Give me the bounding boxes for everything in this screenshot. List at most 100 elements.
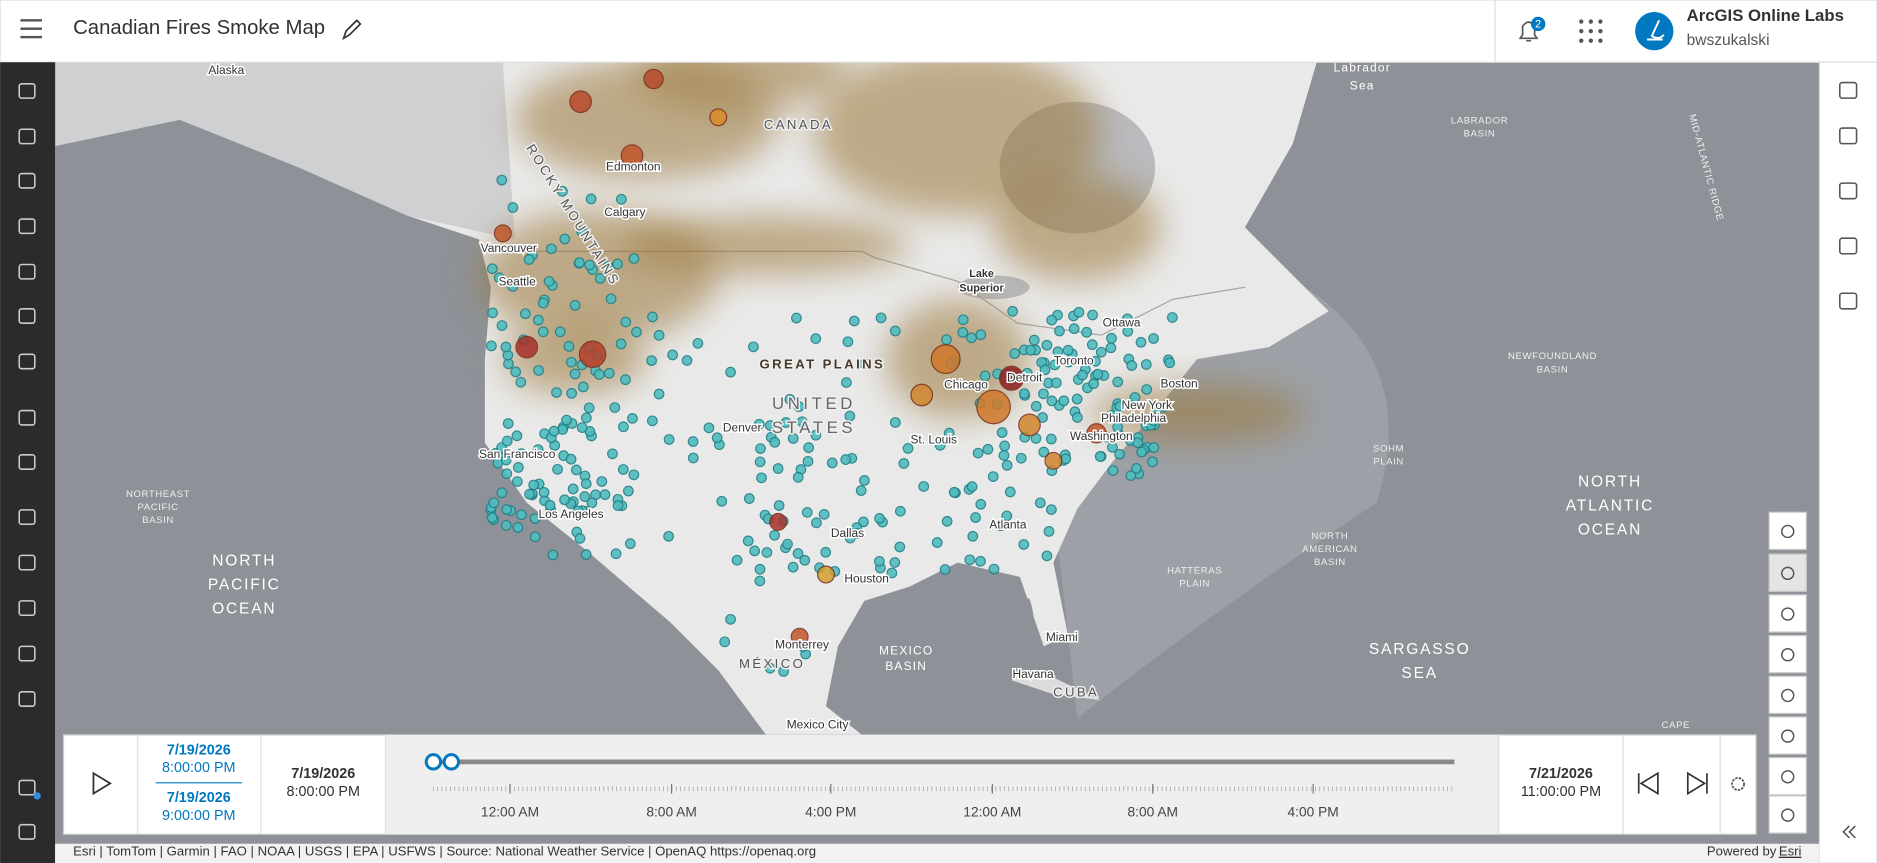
sensor-dot[interactable] [859,358,870,370]
fire-dot[interactable] [578,340,607,369]
sensor-dot[interactable] [1045,433,1057,445]
sensor-dot[interactable] [939,564,951,575]
sensor-dot[interactable] [769,436,781,448]
sensor-dot[interactable] [667,349,679,361]
sensor-dot[interactable] [609,402,621,413]
sensor-dot[interactable] [803,442,815,454]
sensor-dot[interactable] [612,500,624,511]
sensor-dot[interactable] [979,370,991,382]
sensor-dot[interactable] [793,401,805,413]
sensor-dot[interactable] [569,368,581,380]
sensor-dot[interactable] [1071,393,1083,405]
sensor-dot[interactable] [537,297,549,309]
sensor-dot[interactable] [1001,510,1013,522]
fire-dot[interactable] [790,627,809,646]
sensor-dot[interactable] [566,387,578,399]
settings-icon[interactable] [1839,292,1858,310]
sensor-dot[interactable] [1092,368,1104,380]
sensor-dot[interactable] [538,486,550,498]
sensor-dot[interactable] [551,387,562,398]
sensor-dot[interactable] [544,499,556,511]
sensor-dot[interactable] [1043,526,1055,537]
sensor-dot[interactable] [889,557,901,568]
sensor-dot[interactable] [559,233,571,245]
sensor-dot[interactable] [500,341,512,353]
sensor-dot[interactable] [886,567,898,579]
sensor-dot[interactable] [964,554,976,566]
sensor-dot[interactable] [754,456,766,468]
sensor-dot[interactable] [1038,446,1050,458]
sensor-dot[interactable] [1140,359,1152,370]
sensor-dot[interactable] [486,512,498,524]
settings-icon[interactable] [1839,237,1858,255]
sensor-dot[interactable] [895,505,906,517]
slider-settings[interactable] [1731,777,1745,791]
sensor-dot[interactable] [1063,356,1075,368]
sensor-dot[interactable] [580,549,592,560]
sensor-dot[interactable] [512,522,524,533]
sensor-dot[interactable] [1112,376,1124,388]
sensor-dot[interactable] [1086,339,1098,351]
sensor-dot[interactable] [628,469,640,481]
menu-button[interactable] [20,19,42,39]
sensor-dot[interactable] [842,336,854,348]
sensor-dot[interactable] [596,476,608,487]
sensor-dot[interactable] [486,263,498,275]
sensor-dot[interactable] [1028,334,1040,346]
sensor-dot[interactable] [764,420,776,431]
sensor-dot[interactable] [620,374,631,386]
sensor-dot[interactable] [841,377,852,388]
fire-dot[interactable] [1044,451,1063,470]
sensor-dot[interactable] [1135,336,1147,348]
settings-icon[interactable] [1839,127,1858,145]
sensor-dot[interactable] [576,225,588,237]
sensor-dot[interactable] [787,561,799,573]
sensor-dot[interactable] [780,417,792,428]
sensor-dot[interactable] [646,355,658,366]
sensor-dot[interactable] [585,193,597,205]
sensor-dot[interactable] [1071,412,1083,423]
sensor-dot[interactable] [810,429,822,441]
sensor-dot[interactable] [1058,395,1070,407]
toolbar-icon[interactable] [18,83,36,99]
sensor-dot[interactable] [510,366,522,378]
slider-thumb[interactable] [442,753,461,771]
toolbar-icon[interactable] [18,779,36,796]
sensor-dot[interactable] [500,519,512,531]
sensor-dot[interactable] [1068,323,1080,335]
sensor-dot[interactable] [501,504,513,515]
sensor-dot[interactable] [485,340,497,352]
sensor-dot[interactable] [725,366,736,378]
sensor-dot[interactable] [653,388,665,400]
sensor-dot[interactable] [769,529,780,541]
sensor-dot[interactable] [1132,437,1144,449]
sensor-dot[interactable] [572,505,584,517]
sensor-dot[interactable] [748,341,759,353]
sensor-dot[interactable] [615,338,627,350]
sensor-dot[interactable] [515,376,527,388]
sensor-dot[interactable] [624,538,636,550]
sensor-dot[interactable] [519,308,531,320]
sensor-dot[interactable] [918,481,930,492]
next-button[interactable] [1686,771,1708,796]
fire-dot[interactable] [569,90,592,114]
sensor-dot[interactable] [646,415,658,427]
sensor-dot[interactable] [612,258,623,270]
sensor-dot[interactable] [966,332,977,344]
sensor-dot[interactable] [972,447,984,459]
sensor-dot[interactable] [1122,326,1134,337]
sensor-dot[interactable] [943,427,955,439]
sensor-dot[interactable] [970,512,981,523]
sensor-dot[interactable] [754,575,766,587]
sensor-dot[interactable] [988,563,1000,575]
sensor-dot[interactable] [966,481,978,493]
sensor-dot[interactable] [820,546,832,558]
sensor-dot[interactable] [1166,312,1178,323]
sensor-dot[interactable] [603,367,615,379]
sensor-dot[interactable] [889,325,901,337]
sensor-dot[interactable] [1126,360,1138,371]
fire-dot[interactable] [930,344,961,375]
sensor-dot[interactable] [594,273,606,284]
sensor-dot[interactable] [1062,344,1074,356]
sensor-dot[interactable] [782,538,793,550]
